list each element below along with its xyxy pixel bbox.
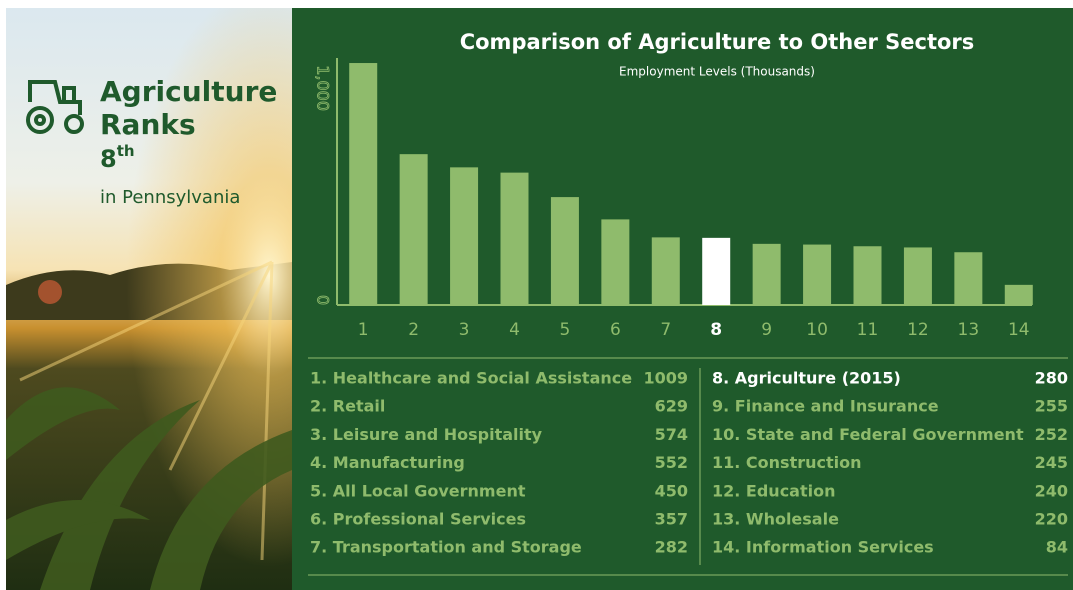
bar <box>349 63 378 306</box>
bar <box>853 246 882 305</box>
table-label: 3. Leisure and Hospitality <box>310 425 543 444</box>
bar <box>803 244 832 305</box>
table-value: 552 <box>655 453 688 472</box>
bar <box>702 237 731 305</box>
table-value: 280 <box>1035 369 1068 388</box>
table-label: 5. All Local Government <box>310 481 526 500</box>
table-label: 9. Finance and Insurance <box>712 397 939 416</box>
table-value: 1009 <box>643 369 688 388</box>
panel-title: Agriculture <box>100 75 277 108</box>
x-tick-label: 1 <box>358 320 369 340</box>
table-value: 220 <box>1035 510 1068 529</box>
rank: 8th <box>100 142 135 174</box>
table-value: 357 <box>655 510 688 529</box>
table-value: 282 <box>655 538 688 557</box>
bar <box>450 167 479 305</box>
table-label: 10. State and Federal Government <box>712 425 1024 444</box>
table-label: 6. Professional Services <box>310 510 526 529</box>
x-tick-label: 3 <box>459 320 470 340</box>
y-tick-label: 0 <box>314 295 333 305</box>
table-label: 4. Manufacturing <box>310 453 465 472</box>
table-label: 13. Wholesale <box>712 510 839 529</box>
bar <box>752 243 781 305</box>
table-label: 7. Transportation and Storage <box>310 538 582 557</box>
x-tick-label: 7 <box>660 320 671 340</box>
x-tick-label: 8 <box>710 320 722 340</box>
table-value: 240 <box>1035 481 1068 500</box>
table-value: 245 <box>1035 453 1068 472</box>
table-value: 255 <box>1035 397 1068 416</box>
bar <box>1004 284 1033 305</box>
y-tick-label: 1,000 <box>314 65 333 111</box>
x-tick-label: 11 <box>857 320 879 340</box>
x-tick-label: 10 <box>806 320 828 340</box>
x-tick-label: 12 <box>907 320 929 340</box>
x-tick-label: 9 <box>761 320 772 340</box>
table-label: 8. Agriculture (2015) <box>712 369 901 388</box>
chart-subtitle: Employment Levels (Thousands) <box>619 65 815 79</box>
x-tick-label: 4 <box>509 320 520 340</box>
table-label: 12. Education <box>712 481 835 500</box>
rank-number: 8 <box>100 145 117 173</box>
bar <box>651 237 680 305</box>
rank-suffix: th <box>117 142 135 160</box>
bar <box>399 154 428 305</box>
table-value: 629 <box>655 397 688 416</box>
x-tick-label: 6 <box>610 320 621 340</box>
photo <box>6 8 292 590</box>
table-label: 1. Healthcare and Social Assistance <box>310 369 632 388</box>
x-tick-label: 2 <box>408 320 419 340</box>
x-tick-label: 14 <box>1008 320 1030 340</box>
x-tick-label: 5 <box>560 320 571 340</box>
bar <box>903 247 932 305</box>
table-value: 450 <box>655 481 688 500</box>
table-value: 252 <box>1035 425 1068 444</box>
bar <box>500 172 529 305</box>
bar <box>550 197 579 305</box>
table-value: 84 <box>1046 538 1068 557</box>
table-label: 2. Retail <box>310 397 385 416</box>
bar <box>601 219 630 305</box>
x-tick-label: 13 <box>958 320 980 340</box>
panel-title: Ranks <box>100 108 196 141</box>
bar <box>954 252 983 305</box>
place: in Pennsylvania <box>100 187 240 208</box>
table-value: 574 <box>655 425 688 444</box>
chart-title: Comparison of Agriculture to Other Secto… <box>460 30 975 54</box>
table-label: 14. Information Services <box>712 538 934 557</box>
tractor-icon <box>26 80 84 134</box>
table-label: 11. Construction <box>712 453 862 472</box>
